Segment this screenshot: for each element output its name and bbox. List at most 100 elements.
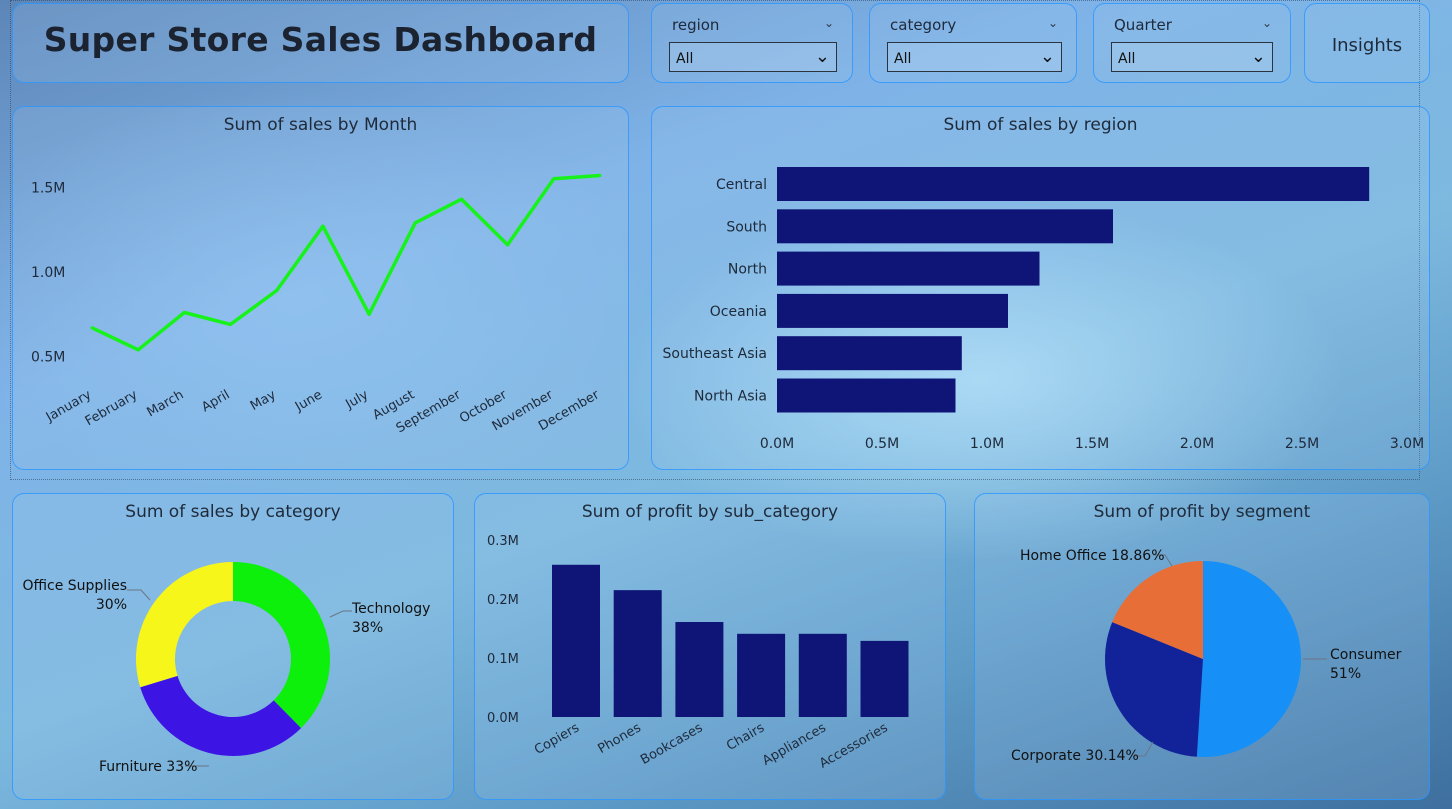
slice-label: Furniture 33% xyxy=(99,759,197,775)
line-point xyxy=(459,197,463,201)
y-tick-label: 1.0M xyxy=(31,265,65,281)
sales-line xyxy=(91,173,601,352)
sales-by-category-title: Sum of sales by category xyxy=(125,502,341,522)
chevron-down-icon[interactable]: ⌄ xyxy=(1039,46,1055,67)
subcategory-bar xyxy=(675,622,724,717)
y-tick-label: 0.0M xyxy=(487,711,519,726)
subcategory-bar xyxy=(860,640,909,717)
y-tick-label: North xyxy=(728,262,767,278)
x-tick-label: Copiers xyxy=(532,720,582,758)
profit-by-segment-title: Sum of profit by segment xyxy=(1093,502,1311,522)
profit-by-segment-chart: Consumer 51% Corporate 30.14% Home Office 1… xyxy=(1011,548,1402,764)
chevron-down-icon[interactable]: ⌄ xyxy=(823,16,834,30)
region-dropdown-value: All xyxy=(676,51,694,67)
slice-label: Office Supplies xyxy=(22,578,127,594)
slice-label: Home Office 18.86% xyxy=(1020,548,1165,564)
region-bar xyxy=(777,209,1113,244)
category-dropdown[interactable]: All ⌄ xyxy=(887,42,1062,72)
region-dropdown[interactable]: All ⌄ xyxy=(669,42,837,72)
x-tick-label: 2.5M xyxy=(1285,436,1319,452)
x-tick-label: Chairs xyxy=(724,720,767,754)
title-card: Super Store Sales Dashboard xyxy=(12,3,629,83)
insights-label: Insights xyxy=(1331,35,1403,56)
y-tick-label: 1.5M xyxy=(31,180,65,196)
quarter-dropdown[interactable]: All ⌄ xyxy=(1111,42,1273,72)
y-tick-label: South xyxy=(726,219,767,235)
x-tick-label: 0.5M xyxy=(865,436,899,452)
y-tick-label: North Asia xyxy=(694,389,767,405)
y-tick-label: Central xyxy=(716,177,767,193)
region-bar xyxy=(777,378,956,413)
category-slice xyxy=(136,562,233,688)
y-tick-label: 0.3M xyxy=(487,534,519,549)
subcategory-bar xyxy=(798,633,847,717)
x-tick-label: March xyxy=(145,387,187,420)
slice-label: 30% xyxy=(96,597,127,613)
line-point xyxy=(552,177,556,181)
slice-label: Corporate 30.14% xyxy=(1011,748,1139,764)
subcategory-bar xyxy=(552,564,600,717)
y-tick-label: 0.2M xyxy=(487,593,519,608)
quarter-dropdown-value: All xyxy=(1118,51,1136,67)
chevron-down-icon[interactable]: ⌄ xyxy=(1047,16,1058,30)
category-slice xyxy=(140,675,302,756)
quarter-slicer-label: Quarter xyxy=(1114,16,1172,34)
slice-label: Consumer xyxy=(1330,647,1402,663)
region-bar xyxy=(777,251,1040,286)
line-point xyxy=(229,322,233,326)
chevron-down-icon[interactable]: ⌄ xyxy=(1250,46,1266,67)
line-point xyxy=(275,289,279,293)
sales-by-category-card: Sum of sales by category Technology 38% Fu… xyxy=(12,493,454,800)
category-dropdown-value: All xyxy=(894,51,912,67)
x-tick-label: 3.0M xyxy=(1390,436,1424,452)
line-point xyxy=(136,348,140,352)
region-slicer[interactable]: region ⌄ All ⌄ xyxy=(651,3,853,83)
leader-line xyxy=(329,610,352,618)
profit-by-subcategory-title: Sum of profit by sub_category xyxy=(581,502,839,522)
chevron-down-icon[interactable]: ⌄ xyxy=(814,46,830,67)
category-slice xyxy=(233,562,330,729)
leader-line xyxy=(1153,554,1173,567)
sales-by-region-title: Sum of sales by region xyxy=(943,115,1138,135)
subcategory-bar xyxy=(613,590,662,717)
region-slicer-label: region xyxy=(672,16,720,34)
line-point xyxy=(506,243,510,247)
region-bar xyxy=(777,336,962,371)
x-tick-label: 1.5M xyxy=(1075,436,1109,452)
x-tick-label: July xyxy=(342,387,371,412)
x-tick-label: April xyxy=(199,387,232,415)
line-point xyxy=(367,312,371,316)
y-tick-label: Oceania xyxy=(710,304,767,320)
x-tick-label: February xyxy=(83,387,141,429)
segment-slice xyxy=(1196,561,1302,757)
sales-by-month-card: Sum of sales by Month 0.5M 1.0M 1.5M Januar… xyxy=(12,106,629,470)
slice-label: 38% xyxy=(352,620,383,636)
leader-line xyxy=(127,589,151,601)
quarter-slicer[interactable]: Quarter ⌄ All ⌄ xyxy=(1093,3,1291,83)
profit-by-segment-card: Sum of profit by segment Consumer 51% Corp… xyxy=(974,493,1430,800)
chevron-down-icon[interactable]: ⌄ xyxy=(1261,16,1272,30)
x-tick-label: Bookcases xyxy=(638,720,705,768)
x-tick-label: 0.0M xyxy=(760,436,794,452)
line-point xyxy=(182,311,186,315)
line-point xyxy=(321,224,325,228)
sales-by-region-card: Sum of sales by region Central South North… xyxy=(651,106,1430,470)
y-tick-label: 0.5M xyxy=(31,350,65,366)
x-tick-label: Accessories xyxy=(817,720,891,771)
line-point xyxy=(598,173,602,177)
x-tick-label: June xyxy=(292,387,325,415)
region-bar xyxy=(777,293,1008,328)
category-slicer[interactable]: category ⌄ All ⌄ xyxy=(869,3,1077,83)
insights-button[interactable]: Insights xyxy=(1304,3,1430,83)
x-tick-label: 1.0M xyxy=(970,436,1004,452)
profit-by-subcategory-card: Sum of profit by sub_category 0.0M 0.1M 0.… xyxy=(474,493,946,800)
y-tick-label: 0.1M xyxy=(487,652,519,667)
y-tick-label: Southeast Asia xyxy=(663,346,767,362)
dashboard-title: Super Store Sales Dashboard xyxy=(43,20,598,59)
leader-line xyxy=(1133,741,1154,757)
slice-label: 51% xyxy=(1330,666,1361,682)
sales-by-category-chart: Technology 38% Furniture 33% Office Supplie… xyxy=(22,562,430,775)
x-tick-label: May xyxy=(248,387,279,414)
